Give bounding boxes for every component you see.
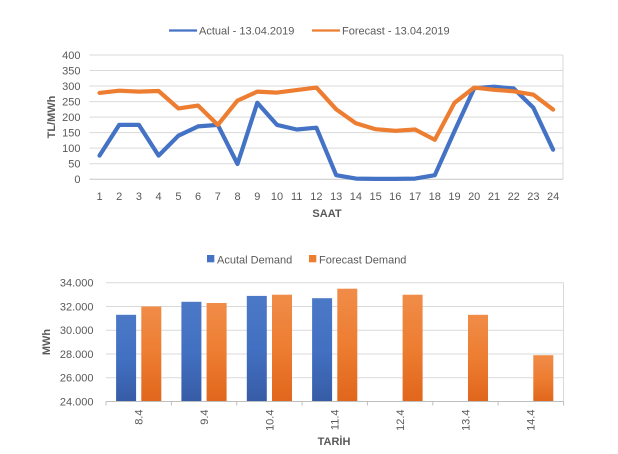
svg-text:18: 18	[429, 191, 441, 203]
svg-text:TARİH: TARİH	[318, 435, 351, 448]
svg-text:400: 400	[62, 50, 80, 62]
svg-text:MWh: MWh	[41, 329, 53, 356]
svg-text:26.000: 26.000	[60, 373, 94, 385]
svg-text:19: 19	[448, 191, 460, 203]
svg-text:SAAT: SAAT	[312, 208, 341, 220]
svg-text:Actual - 13.04.2019: Actual - 13.04.2019	[199, 26, 294, 38]
svg-text:2: 2	[116, 191, 122, 203]
svg-text:200: 200	[62, 112, 80, 124]
svg-text:9: 9	[254, 191, 260, 203]
svg-text:28.000: 28.000	[60, 349, 94, 361]
svg-text:32.000: 32.000	[60, 301, 94, 313]
svg-text:23: 23	[527, 191, 539, 203]
svg-text:21: 21	[488, 191, 500, 203]
svg-text:300: 300	[62, 81, 80, 93]
svg-text:100: 100	[62, 143, 80, 155]
svg-text:4: 4	[156, 191, 162, 203]
svg-text:17: 17	[409, 191, 421, 203]
svg-text:Forecast - 13.04.2019: Forecast - 13.04.2019	[342, 26, 450, 38]
svg-text:20: 20	[468, 191, 480, 203]
svg-text:150: 150	[62, 127, 80, 139]
svg-text:30.000: 30.000	[60, 325, 94, 337]
svg-text:14.4: 14.4	[526, 410, 538, 431]
svg-text:7: 7	[215, 191, 221, 203]
svg-text:0: 0	[74, 174, 80, 186]
svg-text:TL/MWh: TL/MWh	[46, 95, 58, 138]
svg-text:10.4: 10.4	[264, 410, 276, 431]
svg-text:3: 3	[136, 191, 142, 203]
svg-text:22: 22	[508, 191, 520, 203]
svg-text:24.000: 24.000	[60, 396, 94, 408]
svg-text:50: 50	[68, 159, 80, 171]
svg-text:6: 6	[195, 191, 201, 203]
svg-text:13: 13	[330, 191, 342, 203]
svg-text:Acutal Demand: Acutal Demand	[217, 255, 292, 267]
svg-text:15: 15	[369, 191, 381, 203]
svg-text:5: 5	[175, 191, 181, 203]
svg-text:11: 11	[291, 191, 302, 203]
svg-text:Forecast Demand: Forecast Demand	[319, 255, 406, 267]
svg-text:34.000: 34.000	[60, 278, 94, 290]
svg-text:12.4: 12.4	[395, 410, 407, 431]
svg-text:250: 250	[62, 96, 80, 108]
svg-text:24: 24	[547, 191, 559, 203]
svg-text:8.4: 8.4	[134, 410, 146, 425]
svg-text:350: 350	[62, 65, 80, 77]
svg-text:1: 1	[96, 191, 102, 203]
svg-text:10: 10	[271, 191, 283, 203]
svg-text:9.4: 9.4	[199, 410, 211, 425]
svg-text:11.4: 11.4	[330, 410, 342, 431]
svg-text:8: 8	[234, 191, 240, 203]
svg-text:14: 14	[350, 191, 362, 203]
svg-text:13.4: 13.4	[460, 410, 472, 431]
svg-text:12: 12	[310, 191, 322, 203]
svg-text:16: 16	[389, 191, 401, 203]
